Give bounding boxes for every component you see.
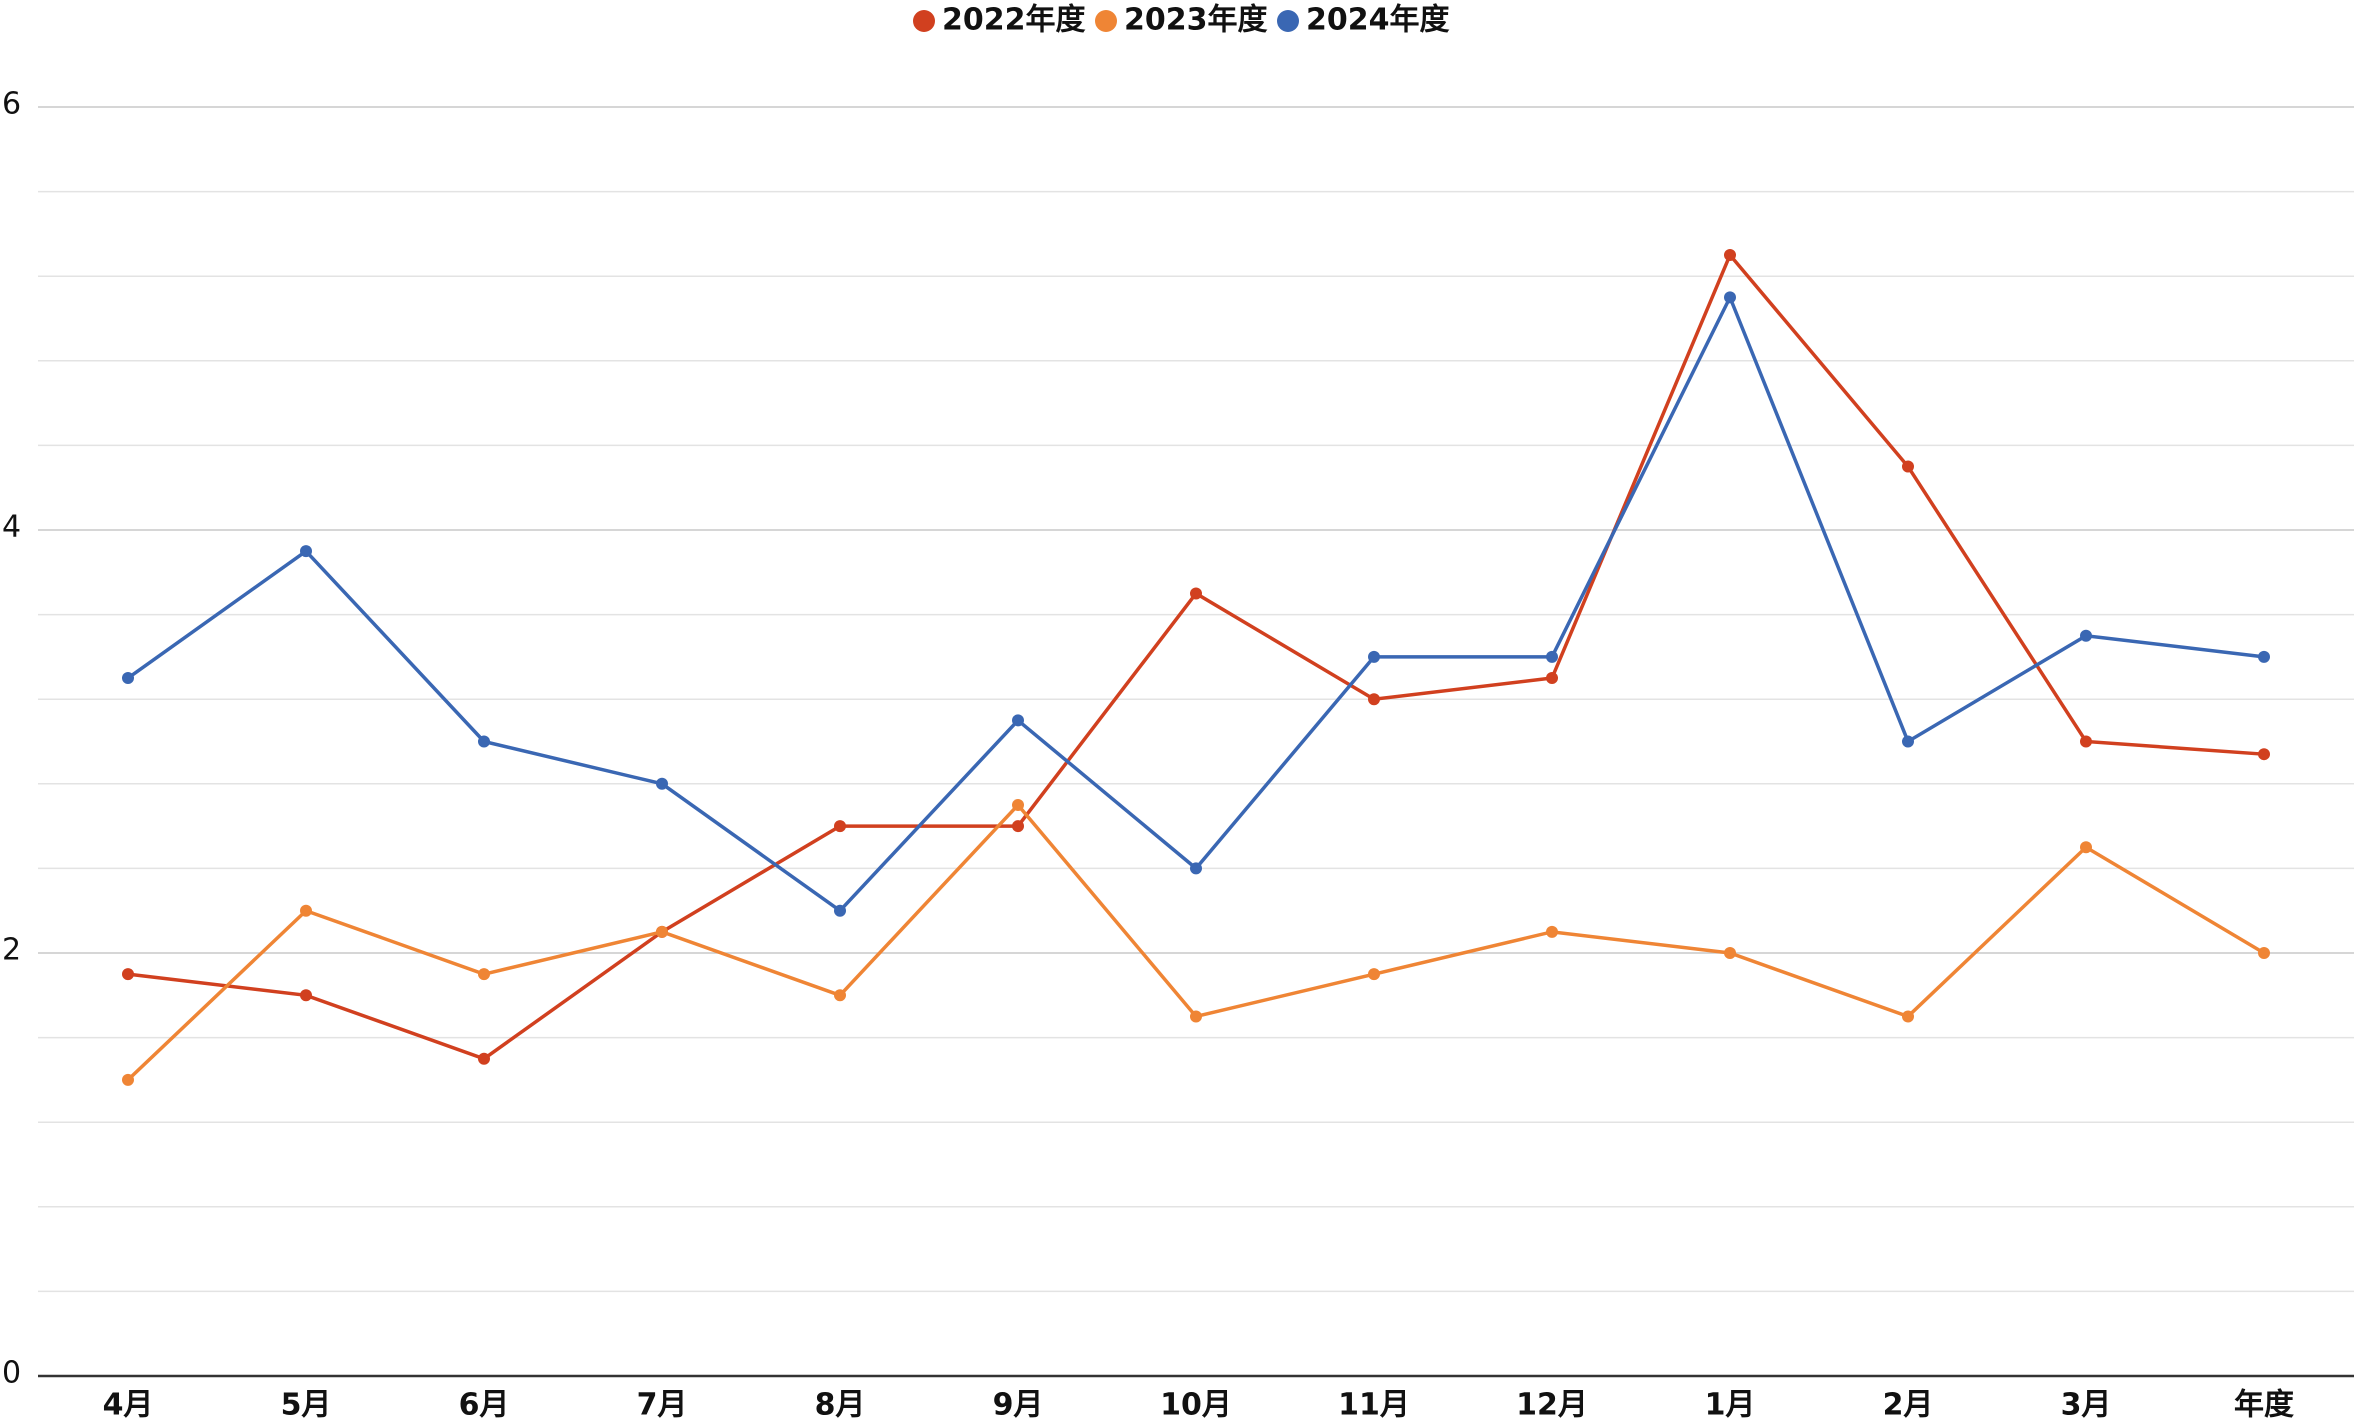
- x-tick-label: 年度: [2234, 1388, 2294, 1422]
- data-point: [1546, 672, 1558, 685]
- data-point: [1724, 947, 1736, 959]
- data-point: [300, 989, 312, 1002]
- data-point: [834, 989, 846, 1002]
- x-tick-label: 10月: [1160, 1388, 1232, 1422]
- y-tick-label: 0: [2, 1356, 21, 1391]
- data-point: [122, 968, 134, 981]
- series-line: [126, 802, 2265, 1082]
- data-point: [834, 820, 846, 833]
- data-point: [1190, 1010, 1202, 1023]
- data-point: [478, 735, 490, 748]
- legend-label: 2024年度: [1306, 3, 1450, 38]
- data-point: [1190, 862, 1202, 875]
- data-point: [122, 1073, 134, 1086]
- data-point: [1902, 735, 1914, 748]
- data-point: [300, 904, 312, 917]
- x-tick-label: 11月: [1338, 1388, 1410, 1422]
- data-point: [1546, 925, 1558, 938]
- legend-marker: [1277, 10, 1299, 32]
- data-point: [656, 777, 668, 790]
- data-point: [656, 925, 668, 938]
- legend-label: 2022年度: [942, 3, 1086, 38]
- data-point: [2080, 629, 2092, 642]
- data-point: [1724, 249, 1736, 262]
- x-tick-label: 3月: [2061, 1388, 2112, 1422]
- data-point: [1012, 820, 1024, 833]
- data-point: [300, 545, 312, 558]
- x-tick-label: 7月: [637, 1388, 688, 1422]
- x-tick-label: 12月: [1516, 1388, 1588, 1422]
- x-tick-label: 6月: [459, 1388, 510, 1422]
- data-point: [1902, 460, 1914, 473]
- data-point: [1012, 714, 1024, 727]
- data-point: [1724, 291, 1736, 304]
- data-point: [1190, 587, 1202, 600]
- y-tick-label: 2: [2, 933, 21, 968]
- data-point: [1546, 650, 1558, 663]
- data-point: [1368, 968, 1380, 981]
- x-tick-label: 5月: [281, 1388, 332, 1422]
- data-point: [478, 968, 490, 981]
- data-point: [478, 1052, 490, 1065]
- legend-label: 2023年度: [1124, 3, 1268, 38]
- x-tick-label: 8月: [815, 1388, 866, 1422]
- legend-marker: [913, 10, 935, 32]
- y-tick-label: 6: [2, 87, 21, 122]
- data-point: [2080, 841, 2092, 854]
- data-point: [122, 672, 134, 685]
- data-point: [2080, 735, 2092, 748]
- x-tick-label: 1月: [1705, 1388, 1756, 1422]
- x-tick-label: 4月: [103, 1388, 154, 1422]
- x-tick-label: 2月: [1883, 1388, 1934, 1422]
- series-line: [127, 251, 2265, 1061]
- data-point: [1368, 650, 1380, 663]
- data-point: [2258, 650, 2270, 663]
- series-line: [126, 293, 2265, 914]
- data-point: [834, 904, 846, 917]
- data-point: [1902, 1010, 1914, 1023]
- data-point: [1368, 693, 1380, 706]
- legend-marker: [1095, 10, 1117, 32]
- data-point: [2258, 947, 2270, 959]
- x-tick-label: 9月: [993, 1388, 1044, 1422]
- y-tick-label: 4: [2, 510, 21, 545]
- data-point: [1012, 798, 1024, 811]
- data-point: [2258, 748, 2270, 761]
